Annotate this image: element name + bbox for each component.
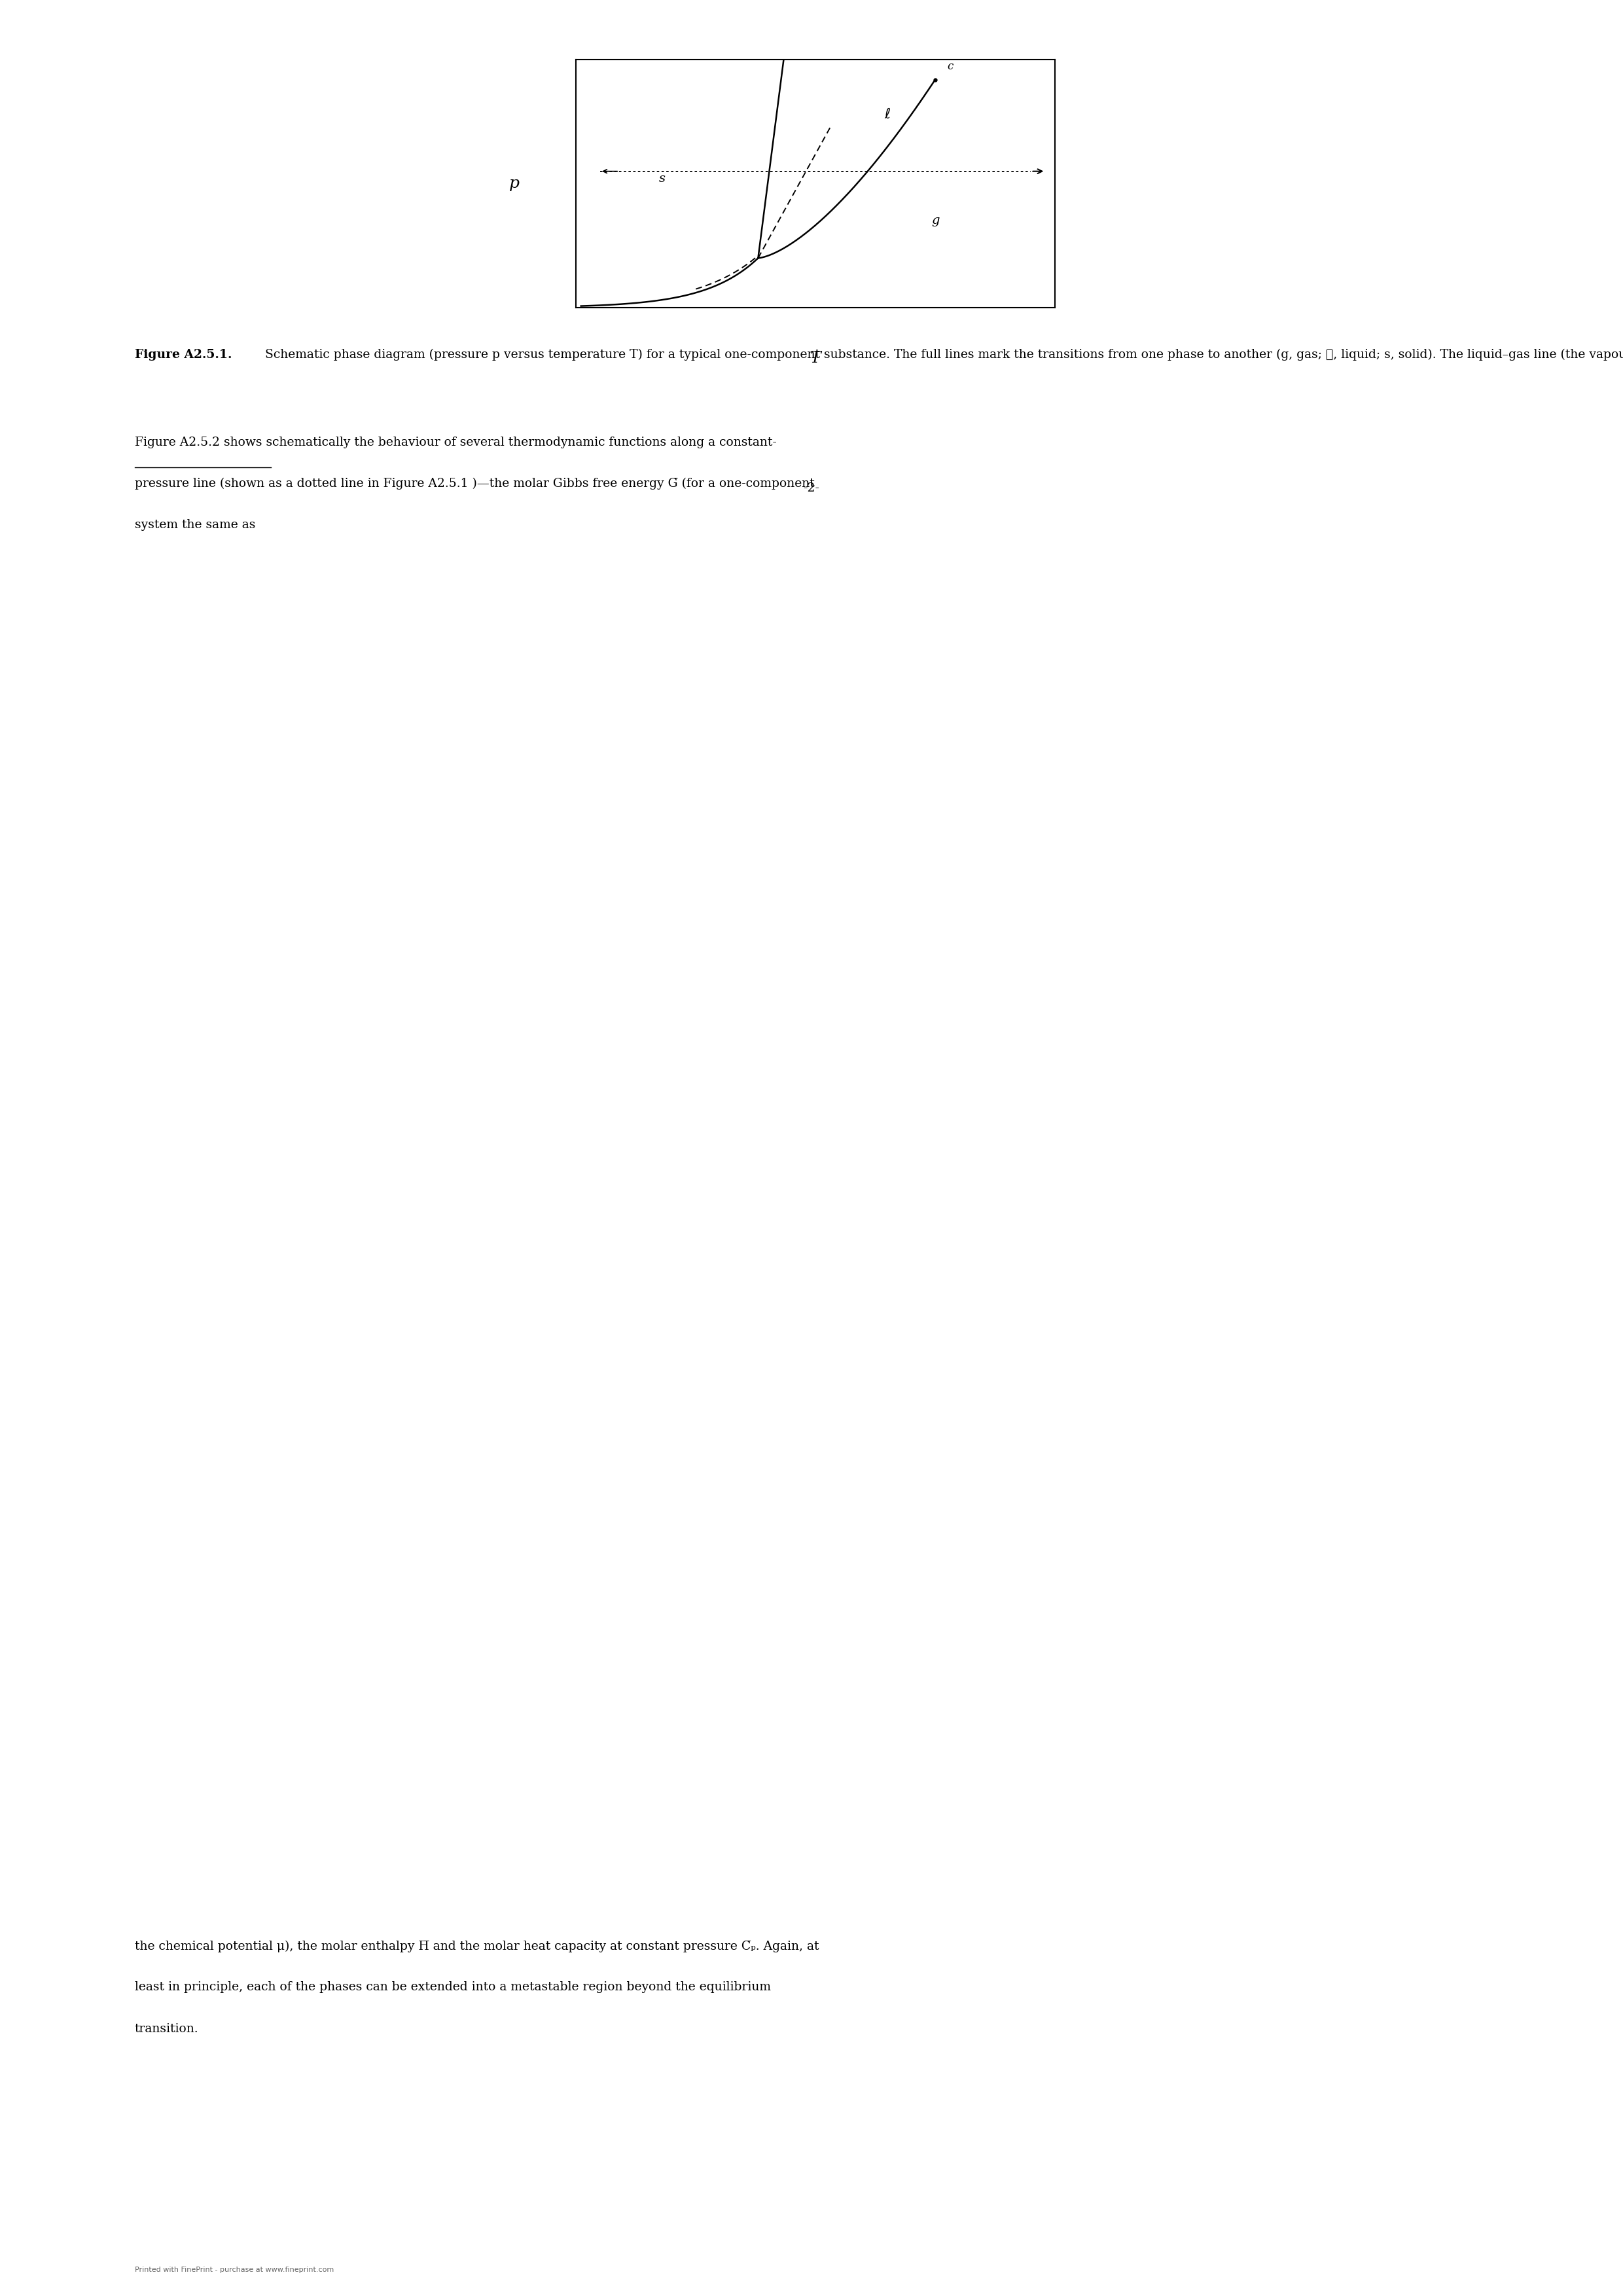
- Text: -2-: -2-: [803, 482, 820, 494]
- Text: $\ell$: $\ell$: [885, 108, 891, 122]
- Text: least in principle, each of the phases can be extended into a metastable region : least in principle, each of the phases c…: [135, 1981, 771, 1993]
- Text: pressure line (shown as a dotted line in Figure A2.5.1 )—the molar Gibbs free en: pressure line (shown as a dotted line in…: [135, 478, 815, 489]
- Text: Printed with FinePrint - purchase at www.fineprint.com: Printed with FinePrint - purchase at www…: [135, 2266, 334, 2273]
- Text: c: c: [948, 62, 953, 71]
- Text: s: s: [659, 172, 665, 184]
- Text: Figure A2.5.1.: Figure A2.5.1.: [135, 349, 232, 360]
- Text: g: g: [932, 216, 940, 227]
- Text: system the same as: system the same as: [135, 519, 255, 530]
- Text: the chemical potential μ), the molar enthalpy H̅ and the molar heat capacity at : the chemical potential μ), the molar ent…: [135, 1940, 820, 1952]
- Text: Schematic phase diagram (pressure p versus temperature T) for a typical one-comp: Schematic phase diagram (pressure p vers…: [261, 349, 1623, 360]
- Text: p: p: [510, 177, 519, 191]
- Text: T: T: [810, 351, 821, 365]
- Text: transition.: transition.: [135, 2023, 198, 2034]
- Text: Figure A2.5.2 shows schematically the behaviour of several thermodynamic functio: Figure A2.5.2 shows schematically the be…: [135, 436, 777, 448]
